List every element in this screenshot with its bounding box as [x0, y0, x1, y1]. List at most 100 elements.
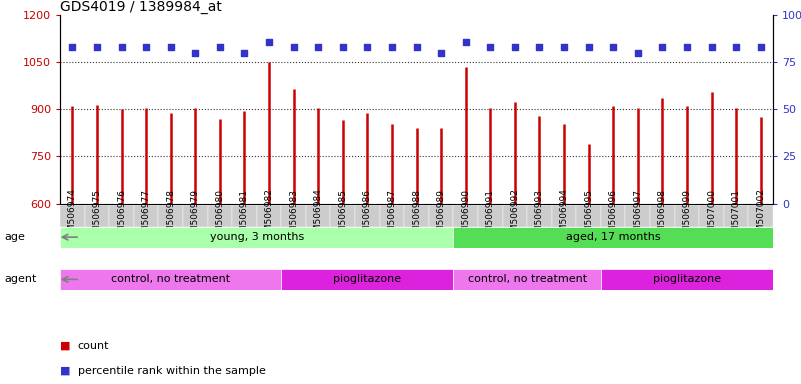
Text: aged, 17 months: aged, 17 months [566, 232, 661, 242]
Text: GSM506987: GSM506987 [388, 189, 396, 243]
Text: ■: ■ [60, 341, 70, 351]
Bar [60, 205, 85, 227]
Text: GSM506975: GSM506975 [92, 189, 102, 243]
Text: percentile rank within the sample: percentile rank within the sample [78, 366, 266, 376]
Bar [109, 205, 134, 227]
Bar [502, 205, 527, 227]
Text: GSM506990: GSM506990 [461, 189, 470, 243]
Text: GSM506999: GSM506999 [682, 189, 691, 243]
Point [263, 39, 276, 45]
Bar [405, 205, 429, 227]
Text: control, no treatment: control, no treatment [468, 274, 586, 285]
Bar [453, 227, 773, 248]
Bar [60, 269, 281, 290]
Point [533, 44, 545, 50]
Point [238, 50, 251, 56]
Point [509, 44, 521, 50]
Text: GSM507000: GSM507000 [707, 189, 716, 243]
Bar [601, 205, 626, 227]
Text: age: age [4, 232, 25, 242]
Bar [159, 205, 183, 227]
Text: GSM506991: GSM506991 [485, 189, 495, 243]
Text: GSM506998: GSM506998 [658, 189, 667, 243]
Text: GSM506982: GSM506982 [264, 189, 273, 243]
Text: pioglitazone: pioglitazone [333, 274, 401, 285]
Bar [380, 205, 405, 227]
Text: GSM506984: GSM506984 [314, 189, 323, 243]
Bar [281, 205, 306, 227]
Bar [478, 205, 502, 227]
Text: GSM506995: GSM506995 [584, 189, 593, 243]
Bar [453, 269, 601, 290]
Text: GSM506988: GSM506988 [412, 189, 421, 243]
Bar [724, 205, 748, 227]
Bar [183, 205, 207, 227]
Bar [331, 205, 355, 227]
Text: GSM506996: GSM506996 [609, 189, 618, 243]
Point [288, 44, 300, 50]
Text: control, no treatment: control, no treatment [111, 274, 230, 285]
Point [385, 44, 398, 50]
Text: ■: ■ [60, 366, 70, 376]
Point [139, 44, 152, 50]
Text: GSM507001: GSM507001 [731, 189, 741, 243]
Point [484, 44, 497, 50]
Point [435, 50, 448, 56]
Text: GSM506993: GSM506993 [535, 189, 544, 243]
Text: GSM506979: GSM506979 [191, 189, 199, 243]
Text: GSM506976: GSM506976 [117, 189, 126, 243]
Text: GSM506989: GSM506989 [437, 189, 445, 243]
Text: GSM506994: GSM506994 [560, 189, 569, 243]
Text: GSM506978: GSM506978 [166, 189, 175, 243]
Point [582, 44, 595, 50]
Point [189, 50, 202, 56]
Point [755, 44, 767, 50]
Point [115, 44, 128, 50]
Text: GSM507002: GSM507002 [756, 189, 765, 243]
Point [705, 44, 718, 50]
Bar [207, 205, 232, 227]
Point [164, 44, 177, 50]
Point [459, 39, 472, 45]
Text: agent: agent [4, 274, 36, 285]
Bar [232, 205, 257, 227]
Bar [576, 205, 601, 227]
Text: count: count [78, 341, 109, 351]
Point [336, 44, 349, 50]
Point [410, 44, 423, 50]
Point [656, 44, 669, 50]
Point [213, 44, 226, 50]
Text: GSM506997: GSM506997 [634, 189, 642, 243]
Bar [355, 205, 380, 227]
Bar [626, 205, 650, 227]
Bar [674, 205, 699, 227]
Point [361, 44, 374, 50]
Point [66, 44, 78, 50]
Point [607, 44, 620, 50]
Point [557, 44, 570, 50]
Bar [85, 205, 109, 227]
Text: GSM506983: GSM506983 [289, 189, 298, 243]
Text: GSM506981: GSM506981 [240, 189, 249, 243]
Bar [257, 205, 281, 227]
Bar [699, 205, 724, 227]
Text: pioglitazone: pioglitazone [653, 274, 721, 285]
Point [312, 44, 324, 50]
Bar [748, 205, 773, 227]
Point [730, 44, 743, 50]
Bar [429, 205, 453, 227]
Bar [134, 205, 159, 227]
Text: young, 3 months: young, 3 months [210, 232, 304, 242]
Text: GDS4019 / 1389984_at: GDS4019 / 1389984_at [60, 0, 222, 14]
Text: GSM506985: GSM506985 [338, 189, 348, 243]
Bar [281, 269, 453, 290]
Text: GSM506986: GSM506986 [363, 189, 372, 243]
Bar [650, 205, 674, 227]
Bar [60, 227, 453, 248]
Point [631, 50, 644, 56]
Bar [601, 269, 773, 290]
Bar [552, 205, 576, 227]
Bar [527, 205, 552, 227]
Text: GSM506980: GSM506980 [215, 189, 224, 243]
Point [681, 44, 694, 50]
